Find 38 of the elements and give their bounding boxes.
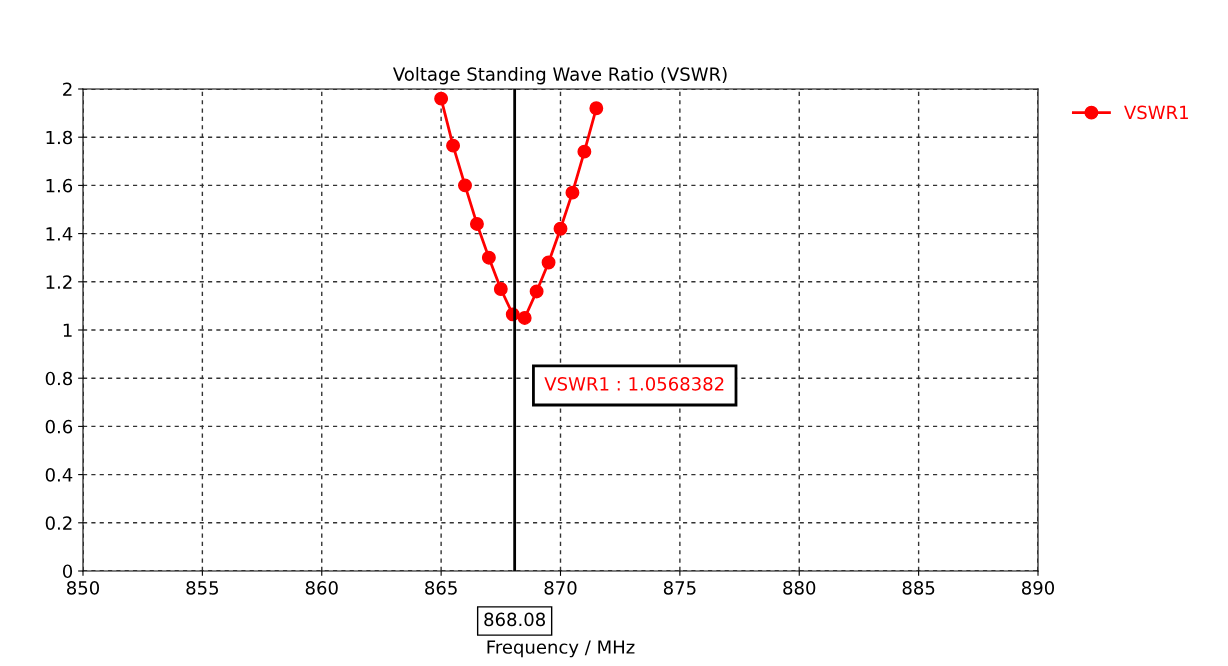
x-tick-label: 875: [663, 581, 696, 595]
y-tick-label: 1.4: [46, 227, 73, 241]
point: [517, 311, 532, 325]
y-tick-label: 1.8: [46, 130, 73, 145]
point: [481, 250, 496, 265]
x-tick-label: 885: [902, 581, 935, 595]
point: [446, 138, 461, 153]
point: [493, 282, 508, 296]
legend-label: VSWR1: [1124, 105, 1188, 120]
point: [458, 178, 472, 193]
y-tick-label: 0.8: [45, 371, 73, 386]
y-tick-label: 1.2: [46, 275, 72, 289]
x-tick-label: 855: [186, 581, 219, 595]
annotation: VSWR1 : 1.0568382: [544, 377, 724, 391]
point: [553, 221, 568, 236]
point: [469, 217, 484, 231]
y-tick-label: 1: [63, 323, 72, 337]
x-tick-label: 890: [1021, 581, 1055, 595]
y-tick-label: 1.6: [46, 178, 73, 193]
y-tick-label: 0.2: [45, 516, 72, 530]
chart-title: Voltage Standing Wave Ratio (VSWR): [392, 66, 727, 85]
y-tick-label: 2: [63, 82, 72, 96]
point: [434, 91, 449, 106]
x-axis-title: Frequency / MHz: [487, 640, 635, 658]
y-tick-label: 0.6: [45, 419, 73, 434]
x-tick-label: 850: [66, 581, 100, 595]
point: [529, 284, 544, 299]
point: [589, 101, 604, 116]
point: [565, 185, 580, 200]
x-tick-label: 880: [783, 581, 816, 595]
x-tick-label: 870: [544, 581, 577, 595]
point: [577, 144, 592, 159]
y-tick-label: 0.4: [45, 468, 73, 482]
x-tick-label: 865: [425, 581, 457, 595]
ref-line-label: 868.08: [484, 612, 546, 627]
y-tick-label: 0: [62, 564, 73, 579]
point: [541, 255, 556, 270]
x-tick-label: 860: [305, 581, 338, 595]
